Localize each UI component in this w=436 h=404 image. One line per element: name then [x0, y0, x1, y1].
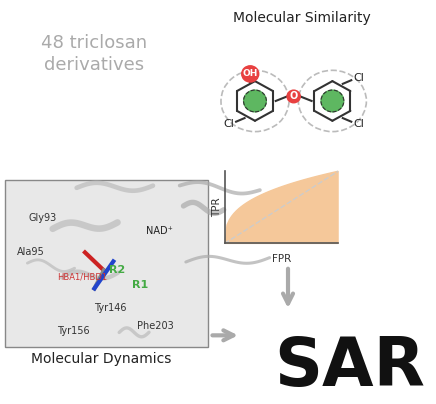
Polygon shape — [225, 171, 338, 243]
Text: SAR: SAR — [274, 334, 425, 400]
Text: R1: R1 — [132, 280, 148, 290]
Text: Molecular Similarity: Molecular Similarity — [233, 11, 371, 25]
Circle shape — [244, 90, 266, 112]
Text: Cl: Cl — [354, 73, 364, 82]
Text: Tyr146: Tyr146 — [95, 303, 127, 313]
Text: TPR: TPR — [212, 198, 222, 217]
Text: Cl: Cl — [354, 120, 364, 129]
Text: Tyr156: Tyr156 — [57, 326, 89, 336]
Text: 48 triclosan
derivatives: 48 triclosan derivatives — [41, 34, 147, 74]
Text: HBA1/HBD1: HBA1/HBD1 — [57, 272, 107, 282]
Circle shape — [242, 66, 259, 82]
Text: NAD⁺: NAD⁺ — [146, 226, 173, 236]
Text: O: O — [290, 91, 298, 101]
Text: FPR: FPR — [272, 254, 291, 264]
Text: Ala95: Ala95 — [17, 247, 45, 257]
Text: Cl: Cl — [223, 120, 234, 129]
Text: Gly93: Gly93 — [28, 213, 57, 223]
Circle shape — [321, 90, 344, 112]
Text: Phe203: Phe203 — [137, 321, 174, 331]
Circle shape — [287, 90, 300, 103]
FancyBboxPatch shape — [5, 180, 208, 347]
Text: Molecular Dynamics: Molecular Dynamics — [31, 351, 171, 366]
Text: OH: OH — [242, 69, 258, 78]
Text: R2: R2 — [109, 265, 125, 275]
